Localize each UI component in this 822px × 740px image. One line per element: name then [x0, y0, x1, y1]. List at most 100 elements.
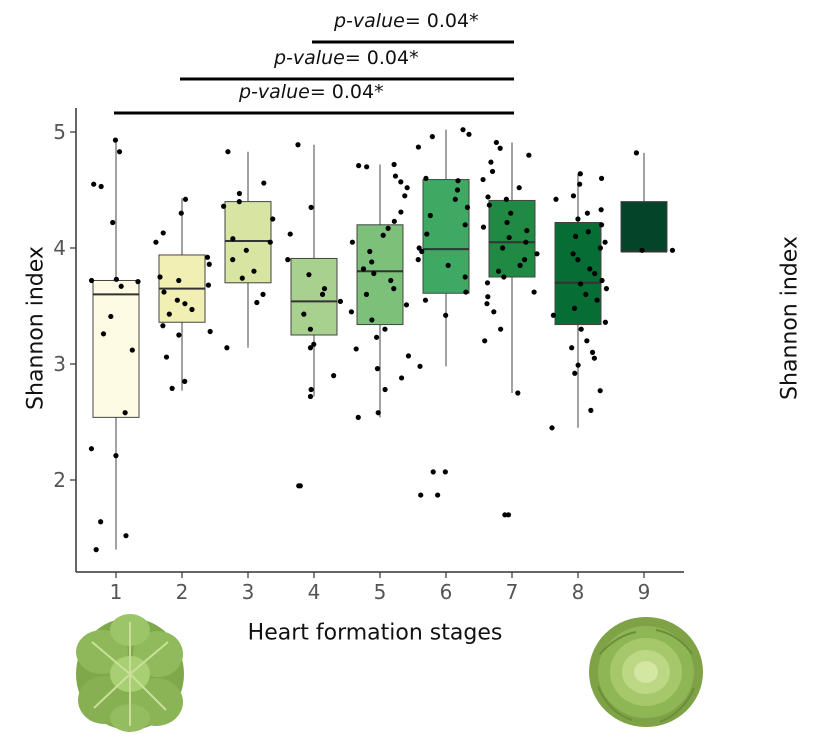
data-point — [508, 210, 514, 216]
data-point — [504, 219, 510, 226]
significance-label-2-7: p-value= 0.04* — [274, 47, 419, 69]
data-point — [418, 492, 424, 498]
data-point — [575, 257, 581, 263]
data-point — [587, 266, 593, 272]
data-point — [206, 261, 212, 267]
data-point — [569, 345, 575, 351]
data-point — [443, 312, 449, 318]
data-point — [243, 247, 249, 253]
data-point — [98, 519, 104, 525]
data-point — [348, 309, 355, 315]
y-tick-label: 4 — [53, 236, 66, 260]
data-point — [427, 212, 433, 219]
data-point — [521, 257, 528, 263]
data-point — [207, 328, 213, 335]
data-point — [486, 202, 492, 208]
box-stage-6 — [422, 179, 470, 294]
data-point — [388, 277, 394, 284]
data-point — [135, 279, 141, 285]
lettuce-open-icon — [76, 614, 184, 732]
data-point — [577, 171, 583, 177]
data-point — [577, 181, 583, 187]
data-point — [122, 410, 128, 416]
x-axis-label: Heart formation stages — [247, 620, 503, 646]
x-tick-label: 9 — [638, 580, 651, 604]
data-point — [261, 180, 267, 186]
data-point — [307, 326, 314, 332]
data-point — [189, 306, 195, 313]
data-point — [482, 338, 488, 344]
data-point — [307, 345, 314, 351]
y-tick-label: 3 — [53, 352, 66, 376]
data-point — [633, 150, 640, 156]
x-tick-label: 1 — [110, 580, 123, 604]
data-point — [462, 222, 468, 228]
data-point — [572, 233, 579, 239]
data-point — [355, 414, 361, 420]
data-point — [260, 291, 266, 297]
data-point — [371, 270, 377, 277]
data-point — [369, 259, 375, 265]
data-point — [391, 218, 397, 224]
data-point — [584, 338, 590, 344]
data-point — [391, 286, 397, 292]
data-point — [129, 347, 135, 353]
data-point — [398, 209, 404, 215]
data-point — [495, 268, 502, 274]
data-point — [373, 334, 380, 340]
significance-label-4-7: p-value= 0.04* — [334, 10, 479, 32]
significance-label-1-7: p-value= 0.04* — [239, 81, 384, 103]
x-tick-label: 8 — [572, 580, 585, 604]
data-point — [415, 257, 421, 263]
data-point — [417, 363, 423, 369]
data-point — [575, 362, 581, 368]
data-point — [498, 326, 504, 332]
data-point — [489, 168, 496, 175]
data-point — [374, 366, 381, 372]
data-point — [404, 185, 410, 191]
data-point — [591, 355, 597, 361]
data-point — [230, 236, 236, 242]
data-point — [403, 302, 410, 308]
data-point — [166, 311, 172, 317]
data-point — [588, 407, 594, 413]
data-point — [526, 152, 532, 158]
data-point — [549, 425, 555, 431]
data-point — [251, 268, 257, 274]
data-point — [524, 228, 530, 234]
data-point — [598, 207, 604, 213]
data-point — [88, 446, 95, 452]
data-point — [435, 492, 441, 498]
data-point — [382, 326, 388, 332]
data-point — [405, 353, 412, 359]
data-point — [598, 175, 605, 181]
y-tick-label: 5 — [53, 120, 66, 144]
x-tick-label: 2 — [176, 580, 189, 604]
data-point — [466, 131, 472, 137]
data-point — [445, 262, 451, 268]
data-point — [424, 231, 430, 237]
data-point — [380, 232, 386, 238]
data-point — [531, 289, 537, 295]
data-point — [423, 175, 429, 181]
data-point — [598, 222, 605, 228]
data-point — [602, 239, 608, 245]
data-point — [110, 219, 116, 226]
data-point — [221, 203, 227, 209]
data-point — [331, 373, 337, 379]
data-point — [603, 286, 610, 292]
data-point — [415, 144, 422, 150]
data-point — [306, 272, 312, 278]
data-point — [307, 393, 314, 400]
data-point — [356, 163, 362, 169]
data-point — [369, 317, 375, 323]
x-tick-label: 6 — [440, 580, 453, 604]
data-point — [174, 297, 180, 303]
data-point — [505, 512, 512, 518]
data-point — [485, 194, 491, 200]
data-point — [578, 326, 584, 332]
data-point — [176, 277, 182, 284]
data-point — [506, 234, 512, 241]
data-point — [160, 230, 166, 236]
data-point — [153, 239, 159, 245]
